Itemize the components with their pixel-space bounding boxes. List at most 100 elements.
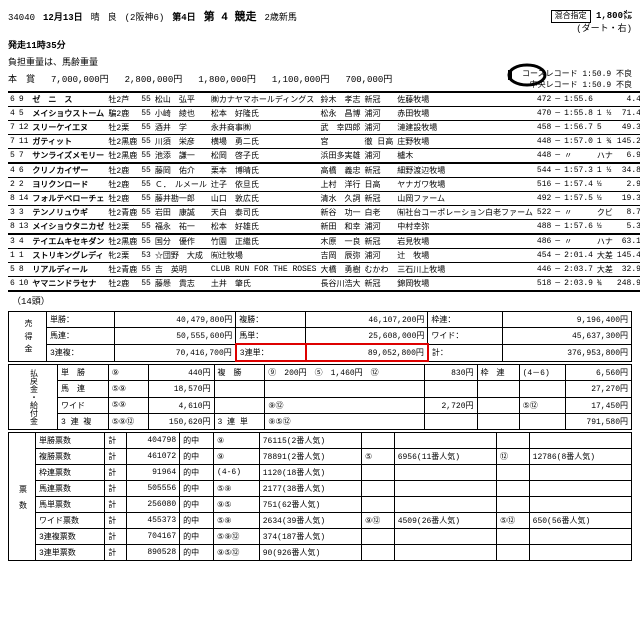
odds: 8.7: [615, 206, 640, 220]
vote-v3: [394, 545, 496, 561]
horse-name: ヨリクンロード: [30, 178, 106, 192]
time: 1:56.7: [562, 121, 595, 135]
trainer: 新田 和幸: [318, 220, 362, 235]
condition: 良: [108, 10, 117, 23]
vote-k: 計: [105, 513, 127, 529]
pa: 27,270円: [565, 381, 631, 397]
jockey: 藤岡 佑介: [153, 163, 209, 178]
body-weight: 522: [535, 206, 553, 220]
vote-v1: 404798: [127, 433, 180, 449]
margin: 1 ½: [595, 163, 615, 178]
vote-type: 複勝票数: [36, 449, 105, 465]
bracket: 1: [8, 249, 17, 263]
owner: 土井 肇氏: [209, 277, 319, 292]
horse-no: 5: [17, 107, 31, 121]
pt: [477, 381, 519, 397]
time: 〃: [562, 149, 595, 164]
sales-v: 9,196,400円: [502, 312, 631, 328]
sales-v: 70,416,700円: [115, 344, 236, 361]
sales-v: 376,953,800円: [502, 344, 631, 361]
attr: 牡2黒鹿: [106, 135, 139, 149]
farm: 赤田牧場: [395, 107, 535, 121]
bracket: 8: [8, 220, 17, 235]
records: コースレコード 1:50.9 不良 中央レコード 1:50.9 不良: [522, 68, 632, 90]
table-row: 46クリノカイザー牡2鹿55藤岡 佑介栗本 博晴氏高橋 義忠新冠細野渡辺牧場54…: [8, 163, 640, 178]
owner: 栗本 博晴氏: [209, 163, 319, 178]
vote-c3: ⑫: [496, 449, 529, 465]
table-row: 33テンノリュウギ牡2青鹿55岩田 康誠天白 泰司氏新谷 功一白老㈲社台コーポレ…: [8, 206, 640, 220]
sales-table: 売 得 金 単勝：40,479,800円 複勝：46,107,200円 枠連：9…: [8, 311, 632, 362]
sales-c-highlight: 3連単：: [236, 344, 306, 361]
sales-c: 馬単：: [236, 328, 306, 345]
margin: ハナ: [595, 149, 615, 164]
pt: 枠 連: [477, 365, 519, 381]
jockey: 酒井 学: [153, 121, 209, 135]
diff: ─: [553, 92, 562, 107]
table-row: 712スリーケイエヌ牡2栗55酒井 学永井商事㈱武 幸四郎浦河漣建設牧場458─…: [8, 121, 640, 135]
vote-type: 3連単票数: [36, 545, 105, 561]
area: 浦河: [362, 249, 395, 263]
jockey: 福永 祐一: [153, 220, 209, 235]
weight: 55: [139, 277, 153, 292]
diff: ─: [553, 263, 562, 277]
pa: 150,620円: [148, 413, 214, 429]
vote-k: 計: [105, 481, 127, 497]
attr: 牝2栗: [106, 249, 139, 263]
owner: 松岡 啓子氏: [209, 149, 319, 164]
pc: ⑨ 200円 ⑤ 1,460円 ⑫: [265, 365, 424, 381]
vote-v2: 78891(2番人気): [259, 449, 361, 465]
table-row: 馬連票数計505556的中⑤⑨2177(38番人気): [9, 481, 632, 497]
farm: 辻 牧場: [395, 249, 535, 263]
trainer: 大橋 勇樹: [318, 263, 362, 277]
pc: ⑨: [108, 365, 148, 381]
weight: 55: [139, 149, 153, 164]
jockey: 国分 優作: [153, 234, 209, 249]
table-row: 22ヨリクンロード牡2鹿55Ｃ． ルメール辻子 依旦氏上村 洋行日高ヤナガワ牧場…: [8, 178, 640, 192]
vote-v3: 4509(26番人気): [394, 513, 496, 529]
sales-c: 計：: [428, 344, 502, 361]
body-weight: 544: [535, 163, 553, 178]
weight: 55: [139, 192, 153, 206]
vote-h: 的中: [180, 449, 214, 465]
votes-label: 票 数: [9, 433, 36, 561]
margin: 1 ½: [595, 107, 615, 121]
pt: ワイド: [58, 397, 109, 413]
area: むかわ: [362, 263, 395, 277]
margin: 1 ¾: [595, 135, 615, 149]
pa: 830円: [424, 365, 477, 381]
attr: 牡2青鹿: [106, 206, 139, 220]
farm: ㈲社台コーポレーション白老ファーム: [395, 206, 535, 220]
course-type: (ダート・右): [576, 24, 632, 34]
horse-name: スリーケイエヌ: [30, 121, 106, 135]
farm: 櫨木: [395, 149, 535, 164]
vote-h: 的中: [180, 497, 214, 513]
pt: [477, 413, 519, 429]
margin: ¾: [595, 277, 615, 292]
horse-no: 6: [17, 163, 31, 178]
weight: 55: [139, 178, 153, 192]
diff: ─: [553, 220, 562, 235]
vote-c2: [362, 433, 395, 449]
area: 新冠: [362, 234, 395, 249]
farm: 中村幸弥: [395, 220, 535, 235]
farm: 錦岡牧場: [395, 277, 535, 292]
owner: 山口 敦広氏: [209, 192, 319, 206]
attr: 牡2栗: [106, 220, 139, 235]
pc: [519, 413, 565, 429]
sales-c: 複勝：: [236, 312, 306, 328]
time: 2:03.9: [562, 277, 595, 292]
horse-name: ガティット: [30, 135, 106, 149]
bracket: 2: [8, 178, 17, 192]
farm: 山岡ファーム: [395, 192, 535, 206]
vote-v3: [394, 529, 496, 545]
pa: [424, 381, 477, 397]
margin: 大差: [595, 263, 615, 277]
vote-v4: [529, 433, 631, 449]
table-row: 711ガティット牡2黒鹿55川須 栄彦横場 勇二氏宮徹 日高庄野牧場448─1:…: [8, 135, 640, 149]
pt: 3 連 複: [58, 413, 109, 429]
vote-k: 計: [105, 497, 127, 513]
vote-h: 的中: [180, 465, 214, 481]
race-date: 12月13日: [43, 10, 83, 23]
vote-c3: [496, 465, 529, 481]
vote-v3: [394, 497, 496, 513]
